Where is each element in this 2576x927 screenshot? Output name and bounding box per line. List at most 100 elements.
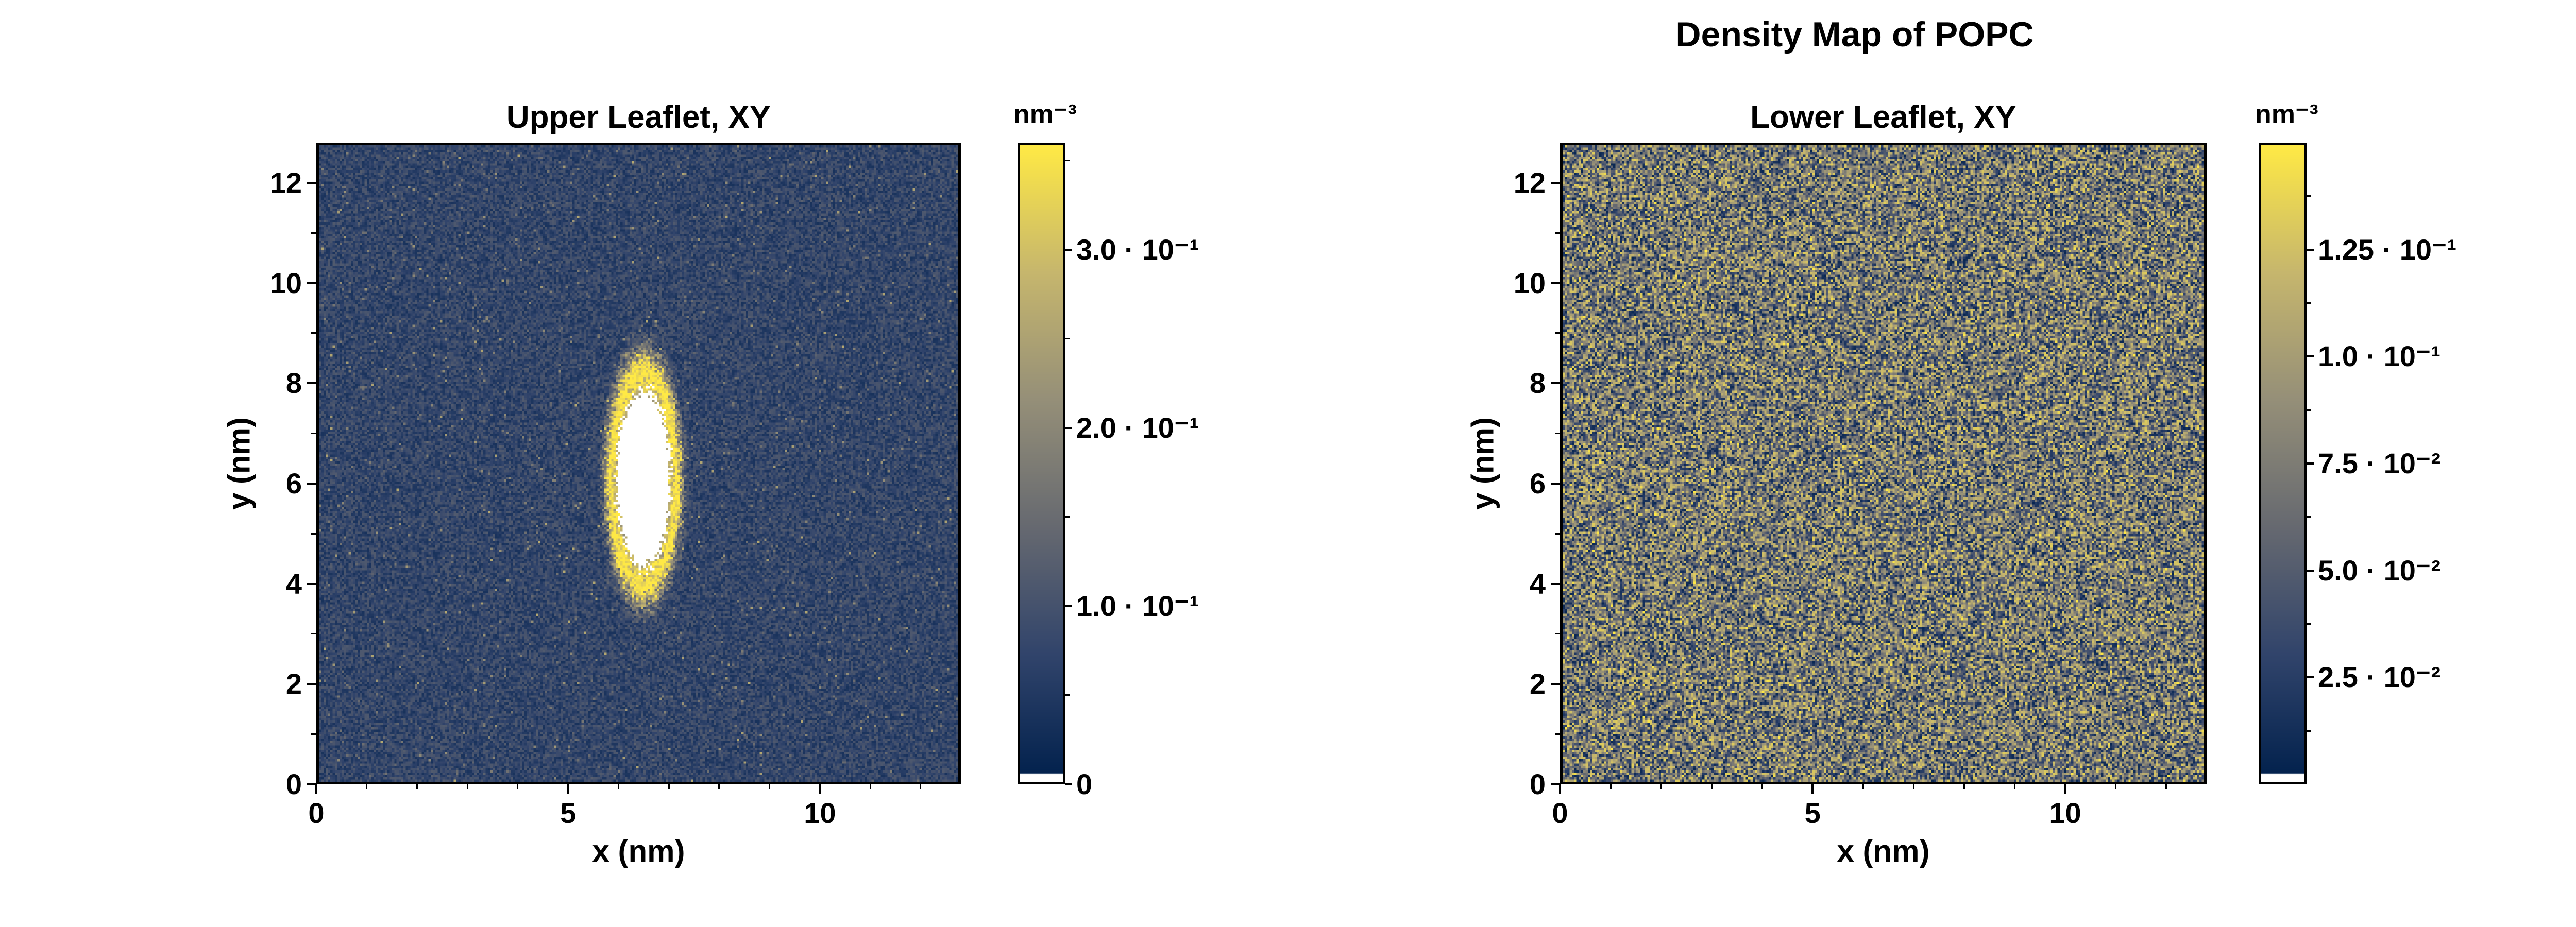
y-tick-label: 8 — [285, 367, 302, 400]
y-minor-tick — [1555, 232, 1560, 234]
y-minor-tick — [311, 733, 316, 735]
x-tick-label: 0 — [308, 797, 325, 829]
y-tick-label: 2 — [285, 667, 302, 700]
y-tick-label: 8 — [1529, 367, 1546, 400]
colorbar-tick-label: 7.5 · 10⁻² — [2318, 447, 2441, 479]
colorbar-minor-tick — [2307, 195, 2311, 197]
colorbar-tick-label: 1.25 · 10⁻¹ — [2318, 233, 2457, 266]
x-minor-tick — [869, 784, 871, 789]
y-minor-tick — [1555, 633, 1560, 635]
y-tick — [307, 683, 316, 685]
x-minor-tick — [1710, 784, 1713, 789]
x-minor-tick — [617, 784, 619, 789]
x-minor-tick — [1963, 784, 1965, 789]
y-minor-tick — [311, 533, 316, 535]
colorbar-upper — [1018, 143, 1065, 784]
colorbar-lower — [2259, 143, 2307, 784]
x-tick-label: 5 — [560, 797, 577, 829]
y-tick-label: 2 — [1529, 667, 1546, 700]
colorbar-tick-label: 5.0 · 10⁻² — [2318, 554, 2441, 587]
colorbar-tick-label: 2.0 · 10⁻¹ — [1076, 411, 1199, 444]
colorbar-tick-label: 2.5 · 10⁻² — [2318, 661, 2441, 694]
colorbar-minor-tick — [1065, 694, 1070, 696]
colorbar-minor-tick — [2307, 302, 2311, 304]
colorbar-tick — [2307, 676, 2314, 679]
x-minor-tick — [1660, 784, 1662, 789]
y-minor-tick — [311, 332, 316, 334]
colorbar-tick — [2307, 569, 2314, 572]
colorbar-tick-label: 1.0 · 10⁻¹ — [2318, 340, 2441, 373]
panel-title-lower: Lower Leaflet, XY — [1750, 99, 2016, 135]
colorbar-tick — [2307, 355, 2314, 358]
x-tick — [819, 784, 821, 794]
y-minor-tick — [1555, 433, 1560, 435]
colorbar-tick-label: 0 — [1076, 768, 1093, 800]
x-tick — [315, 784, 317, 794]
y-tick — [1551, 683, 1560, 685]
x-axis-label-upper: x (nm) — [592, 834, 685, 868]
y-minor-tick — [311, 232, 316, 234]
y-tick-label: 12 — [1513, 166, 1546, 199]
colorbar-tick — [1065, 248, 1072, 251]
y-tick-label: 4 — [285, 567, 302, 600]
heatmap-canvas-upper — [319, 145, 958, 782]
x-tick-label: 10 — [804, 797, 836, 829]
y-tick — [307, 282, 316, 284]
x-tick — [567, 784, 569, 794]
colorbar-minor-tick — [2307, 623, 2311, 625]
x-tick-label: 10 — [2049, 797, 2081, 829]
colorbar-tick — [1065, 426, 1072, 429]
colorbar-minor-tick — [2307, 409, 2311, 411]
x-minor-tick — [416, 784, 418, 789]
x-minor-tick — [2013, 784, 2015, 789]
colorbar-minor-tick — [2307, 730, 2311, 732]
x-minor-tick — [517, 784, 519, 789]
x-tick — [2064, 784, 2066, 794]
x-tick — [1811, 784, 1814, 794]
x-minor-tick — [1912, 784, 1914, 789]
y-minor-tick — [1555, 733, 1560, 735]
colorbar-gradient-lower — [2261, 145, 2304, 782]
colorbar-tick-label: 1.0 · 10⁻¹ — [1076, 589, 1199, 622]
y-minor-tick — [1555, 533, 1560, 535]
y-tick — [1551, 582, 1560, 585]
y-tick — [307, 181, 316, 184]
y-tick-label: 4 — [1529, 567, 1546, 600]
heatmap-plot-upper — [316, 143, 961, 784]
x-minor-tick — [769, 784, 771, 789]
y-tick-label: 0 — [1529, 768, 1546, 800]
x-minor-tick — [718, 784, 720, 789]
colorbar-tick — [2307, 462, 2314, 465]
y-tick-label: 10 — [1513, 266, 1546, 299]
heatmap-plot-lower — [1560, 143, 2207, 784]
x-tick-label: 0 — [1552, 797, 1568, 829]
x-minor-tick — [2115, 784, 2117, 789]
figure-title: Density Map of POPC — [1675, 15, 2034, 54]
x-minor-tick — [1609, 784, 1612, 789]
colorbar-tick — [2307, 248, 2314, 251]
y-axis-label-upper: y (nm) — [222, 417, 257, 510]
colorbar-tick-label: 3.0 · 10⁻¹ — [1076, 233, 1199, 266]
y-tick-label: 12 — [269, 166, 302, 199]
y-tick-label: 0 — [285, 768, 302, 800]
y-tick-label: 6 — [1529, 467, 1546, 500]
x-tick — [1559, 784, 1561, 794]
y-minor-tick — [1555, 332, 1560, 334]
y-minor-tick — [311, 433, 316, 435]
y-tick — [1551, 181, 1560, 184]
y-axis-label-lower: y (nm) — [1465, 417, 1500, 510]
colorbar-minor-tick — [1065, 160, 1070, 162]
y-tick — [1551, 282, 1560, 284]
colorbar-gradient-upper — [1020, 145, 1063, 782]
x-minor-tick — [1761, 784, 1763, 789]
x-axis-label-lower: x (nm) — [1837, 834, 1930, 868]
heatmap-canvas-lower — [1563, 145, 2204, 782]
x-minor-tick — [668, 784, 670, 789]
y-tick — [307, 482, 316, 485]
x-minor-tick — [466, 784, 468, 789]
y-tick — [1551, 482, 1560, 485]
colorbar-minor-tick — [1065, 338, 1070, 340]
y-tick — [307, 382, 316, 385]
colorbar-unit-label-upper: nm⁻³ — [1013, 99, 1077, 129]
